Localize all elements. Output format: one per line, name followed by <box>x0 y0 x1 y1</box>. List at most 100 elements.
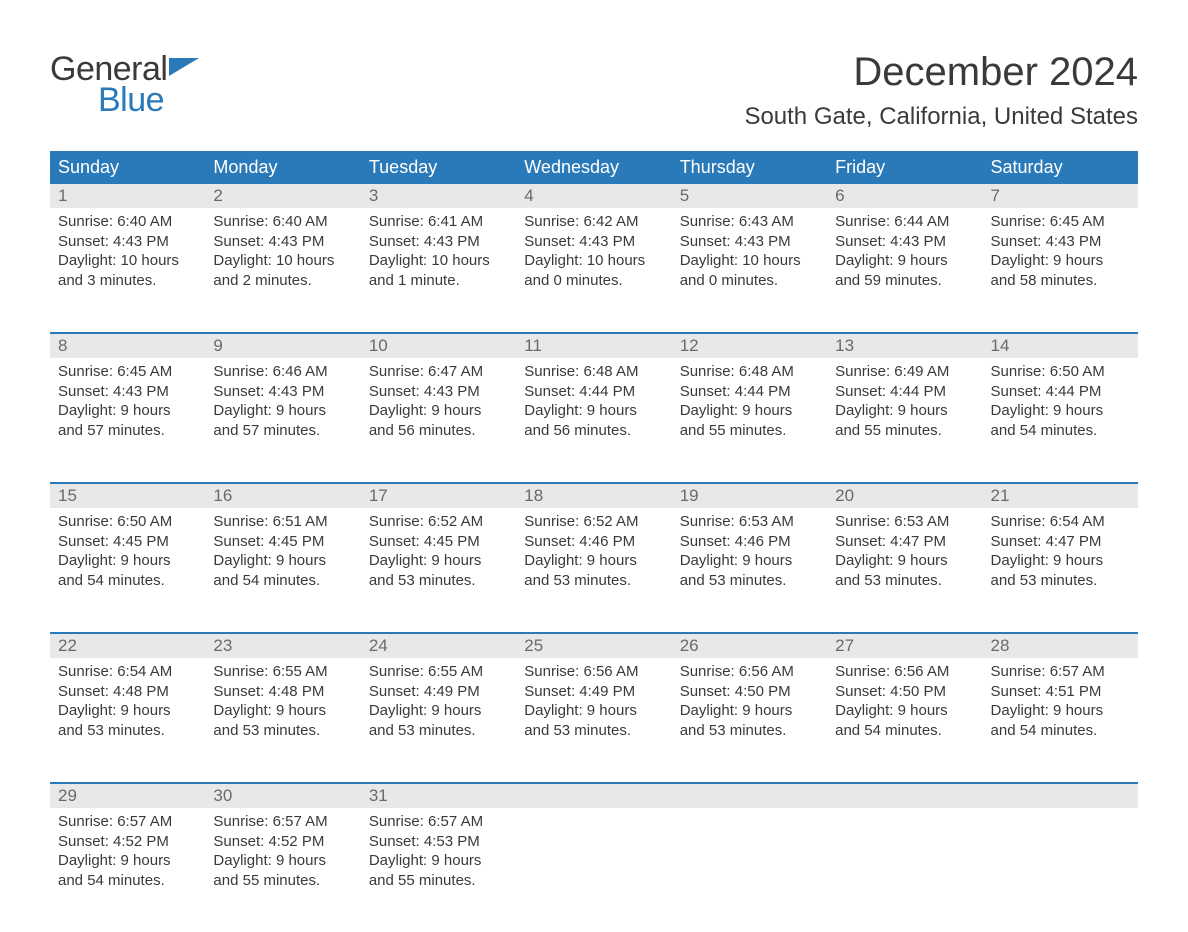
day-sunset: Sunset: 4:50 PM <box>680 682 819 702</box>
day-number: 31 <box>361 784 516 808</box>
page-title: December 2024 <box>744 50 1138 95</box>
day-d1: Daylight: 9 hours <box>369 551 508 571</box>
day-sunrise: Sunrise: 6:42 AM <box>524 212 663 232</box>
day-sunset: Sunset: 4:46 PM <box>524 532 663 552</box>
day-cell: Sunrise: 6:40 AMSunset: 4:43 PMDaylight:… <box>50 208 205 332</box>
day-sunset: Sunset: 4:44 PM <box>680 382 819 402</box>
day-d1: Daylight: 9 hours <box>991 251 1130 271</box>
day-d1: Daylight: 9 hours <box>680 551 819 571</box>
day-sunset: Sunset: 4:45 PM <box>369 532 508 552</box>
day-sunset: Sunset: 4:43 PM <box>680 232 819 252</box>
day-d2: and 58 minutes. <box>991 271 1130 291</box>
day-sunset: Sunset: 4:43 PM <box>369 382 508 402</box>
day-sunrise: Sunrise: 6:49 AM <box>835 362 974 382</box>
day-number: 16 <box>205 484 360 508</box>
day-sunrise: Sunrise: 6:47 AM <box>369 362 508 382</box>
day-sunrise: Sunrise: 6:43 AM <box>680 212 819 232</box>
day-d2: and 54 minutes. <box>58 871 197 891</box>
day-cell: Sunrise: 6:48 AMSunset: 4:44 PMDaylight:… <box>672 358 827 482</box>
day-sunset: Sunset: 4:43 PM <box>991 232 1130 252</box>
day-number: 25 <box>516 634 671 658</box>
day-d1: Daylight: 9 hours <box>213 701 352 721</box>
day-d2: and 55 minutes. <box>835 421 974 441</box>
day-number-row: 1234567 <box>50 184 1138 208</box>
day-d2: and 54 minutes. <box>835 721 974 741</box>
day-sunrise: Sunrise: 6:56 AM <box>524 662 663 682</box>
day-d2: and 55 minutes. <box>369 871 508 891</box>
day-sunset: Sunset: 4:48 PM <box>58 682 197 702</box>
day-sunrise: Sunrise: 6:56 AM <box>835 662 974 682</box>
day-sunrise: Sunrise: 6:45 AM <box>58 362 197 382</box>
day-number: 6 <box>827 184 982 208</box>
day-number: 8 <box>50 334 205 358</box>
day-sunrise: Sunrise: 6:55 AM <box>369 662 508 682</box>
day-cell: Sunrise: 6:51 AMSunset: 4:45 PMDaylight:… <box>205 508 360 632</box>
day-cell: Sunrise: 6:57 AMSunset: 4:52 PMDaylight:… <box>205 808 360 932</box>
day-cell: Sunrise: 6:50 AMSunset: 4:45 PMDaylight:… <box>50 508 205 632</box>
day-sunrise: Sunrise: 6:57 AM <box>991 662 1130 682</box>
day-sunset: Sunset: 4:52 PM <box>58 832 197 852</box>
day-number: 15 <box>50 484 205 508</box>
day-d2: and 57 minutes. <box>213 421 352 441</box>
day-header-cell: Wednesday <box>516 151 671 184</box>
day-number: 3 <box>361 184 516 208</box>
day-d1: Daylight: 10 hours <box>58 251 197 271</box>
day-d2: and 0 minutes. <box>680 271 819 291</box>
day-d2: and 57 minutes. <box>58 421 197 441</box>
day-sunrise: Sunrise: 6:55 AM <box>213 662 352 682</box>
title-block: December 2024 South Gate, California, Un… <box>744 50 1138 131</box>
day-d2: and 56 minutes. <box>524 421 663 441</box>
day-number: 14 <box>983 334 1138 358</box>
logo-text-blue: Blue <box>98 81 199 120</box>
day-number: 29 <box>50 784 205 808</box>
day-cell: Sunrise: 6:57 AMSunset: 4:53 PMDaylight:… <box>361 808 516 932</box>
day-cell: Sunrise: 6:54 AMSunset: 4:47 PMDaylight:… <box>983 508 1138 632</box>
day-d2: and 54 minutes. <box>58 571 197 591</box>
day-sunrise: Sunrise: 6:53 AM <box>835 512 974 532</box>
day-cell: Sunrise: 6:43 AMSunset: 4:43 PMDaylight:… <box>672 208 827 332</box>
day-d1: Daylight: 9 hours <box>680 401 819 421</box>
day-number: 28 <box>983 634 1138 658</box>
day-sunrise: Sunrise: 6:52 AM <box>524 512 663 532</box>
weeks-container: 1234567Sunrise: 6:40 AMSunset: 4:43 PMDa… <box>50 184 1138 932</box>
day-number: 4 <box>516 184 671 208</box>
day-sunset: Sunset: 4:47 PM <box>835 532 974 552</box>
day-d1: Daylight: 9 hours <box>369 851 508 871</box>
day-sunrise: Sunrise: 6:54 AM <box>991 512 1130 532</box>
day-cell: Sunrise: 6:52 AMSunset: 4:45 PMDaylight:… <box>361 508 516 632</box>
day-header-cell: Tuesday <box>361 151 516 184</box>
day-number: 1 <box>50 184 205 208</box>
day-sunset: Sunset: 4:46 PM <box>680 532 819 552</box>
day-sunset: Sunset: 4:43 PM <box>835 232 974 252</box>
day-sunrise: Sunrise: 6:44 AM <box>835 212 974 232</box>
day-cell: Sunrise: 6:47 AMSunset: 4:43 PMDaylight:… <box>361 358 516 482</box>
day-number: 24 <box>361 634 516 658</box>
day-d1: Daylight: 10 hours <box>369 251 508 271</box>
day-number: 30 <box>205 784 360 808</box>
day-number: 21 <box>983 484 1138 508</box>
day-d1: Daylight: 9 hours <box>991 401 1130 421</box>
day-d1: Daylight: 9 hours <box>369 401 508 421</box>
day-d2: and 53 minutes. <box>369 721 508 741</box>
day-d2: and 3 minutes. <box>58 271 197 291</box>
day-d2: and 2 minutes. <box>213 271 352 291</box>
day-header-cell: Thursday <box>672 151 827 184</box>
day-sunset: Sunset: 4:43 PM <box>369 232 508 252</box>
day-sunset: Sunset: 4:44 PM <box>991 382 1130 402</box>
day-number: 23 <box>205 634 360 658</box>
calendar: SundayMondayTuesdayWednesdayThursdayFrid… <box>50 151 1138 932</box>
day-number: 22 <box>50 634 205 658</box>
day-sunset: Sunset: 4:43 PM <box>213 232 352 252</box>
day-d1: Daylight: 9 hours <box>991 701 1130 721</box>
day-d1: Daylight: 9 hours <box>58 701 197 721</box>
day-number <box>672 784 827 808</box>
day-d1: Daylight: 9 hours <box>58 401 197 421</box>
day-number: 2 <box>205 184 360 208</box>
day-sunset: Sunset: 4:51 PM <box>991 682 1130 702</box>
day-sunset: Sunset: 4:53 PM <box>369 832 508 852</box>
day-d1: Daylight: 9 hours <box>524 401 663 421</box>
day-sunset: Sunset: 4:52 PM <box>213 832 352 852</box>
day-sunrise: Sunrise: 6:54 AM <box>58 662 197 682</box>
day-number: 7 <box>983 184 1138 208</box>
empty-cell <box>672 808 827 932</box>
